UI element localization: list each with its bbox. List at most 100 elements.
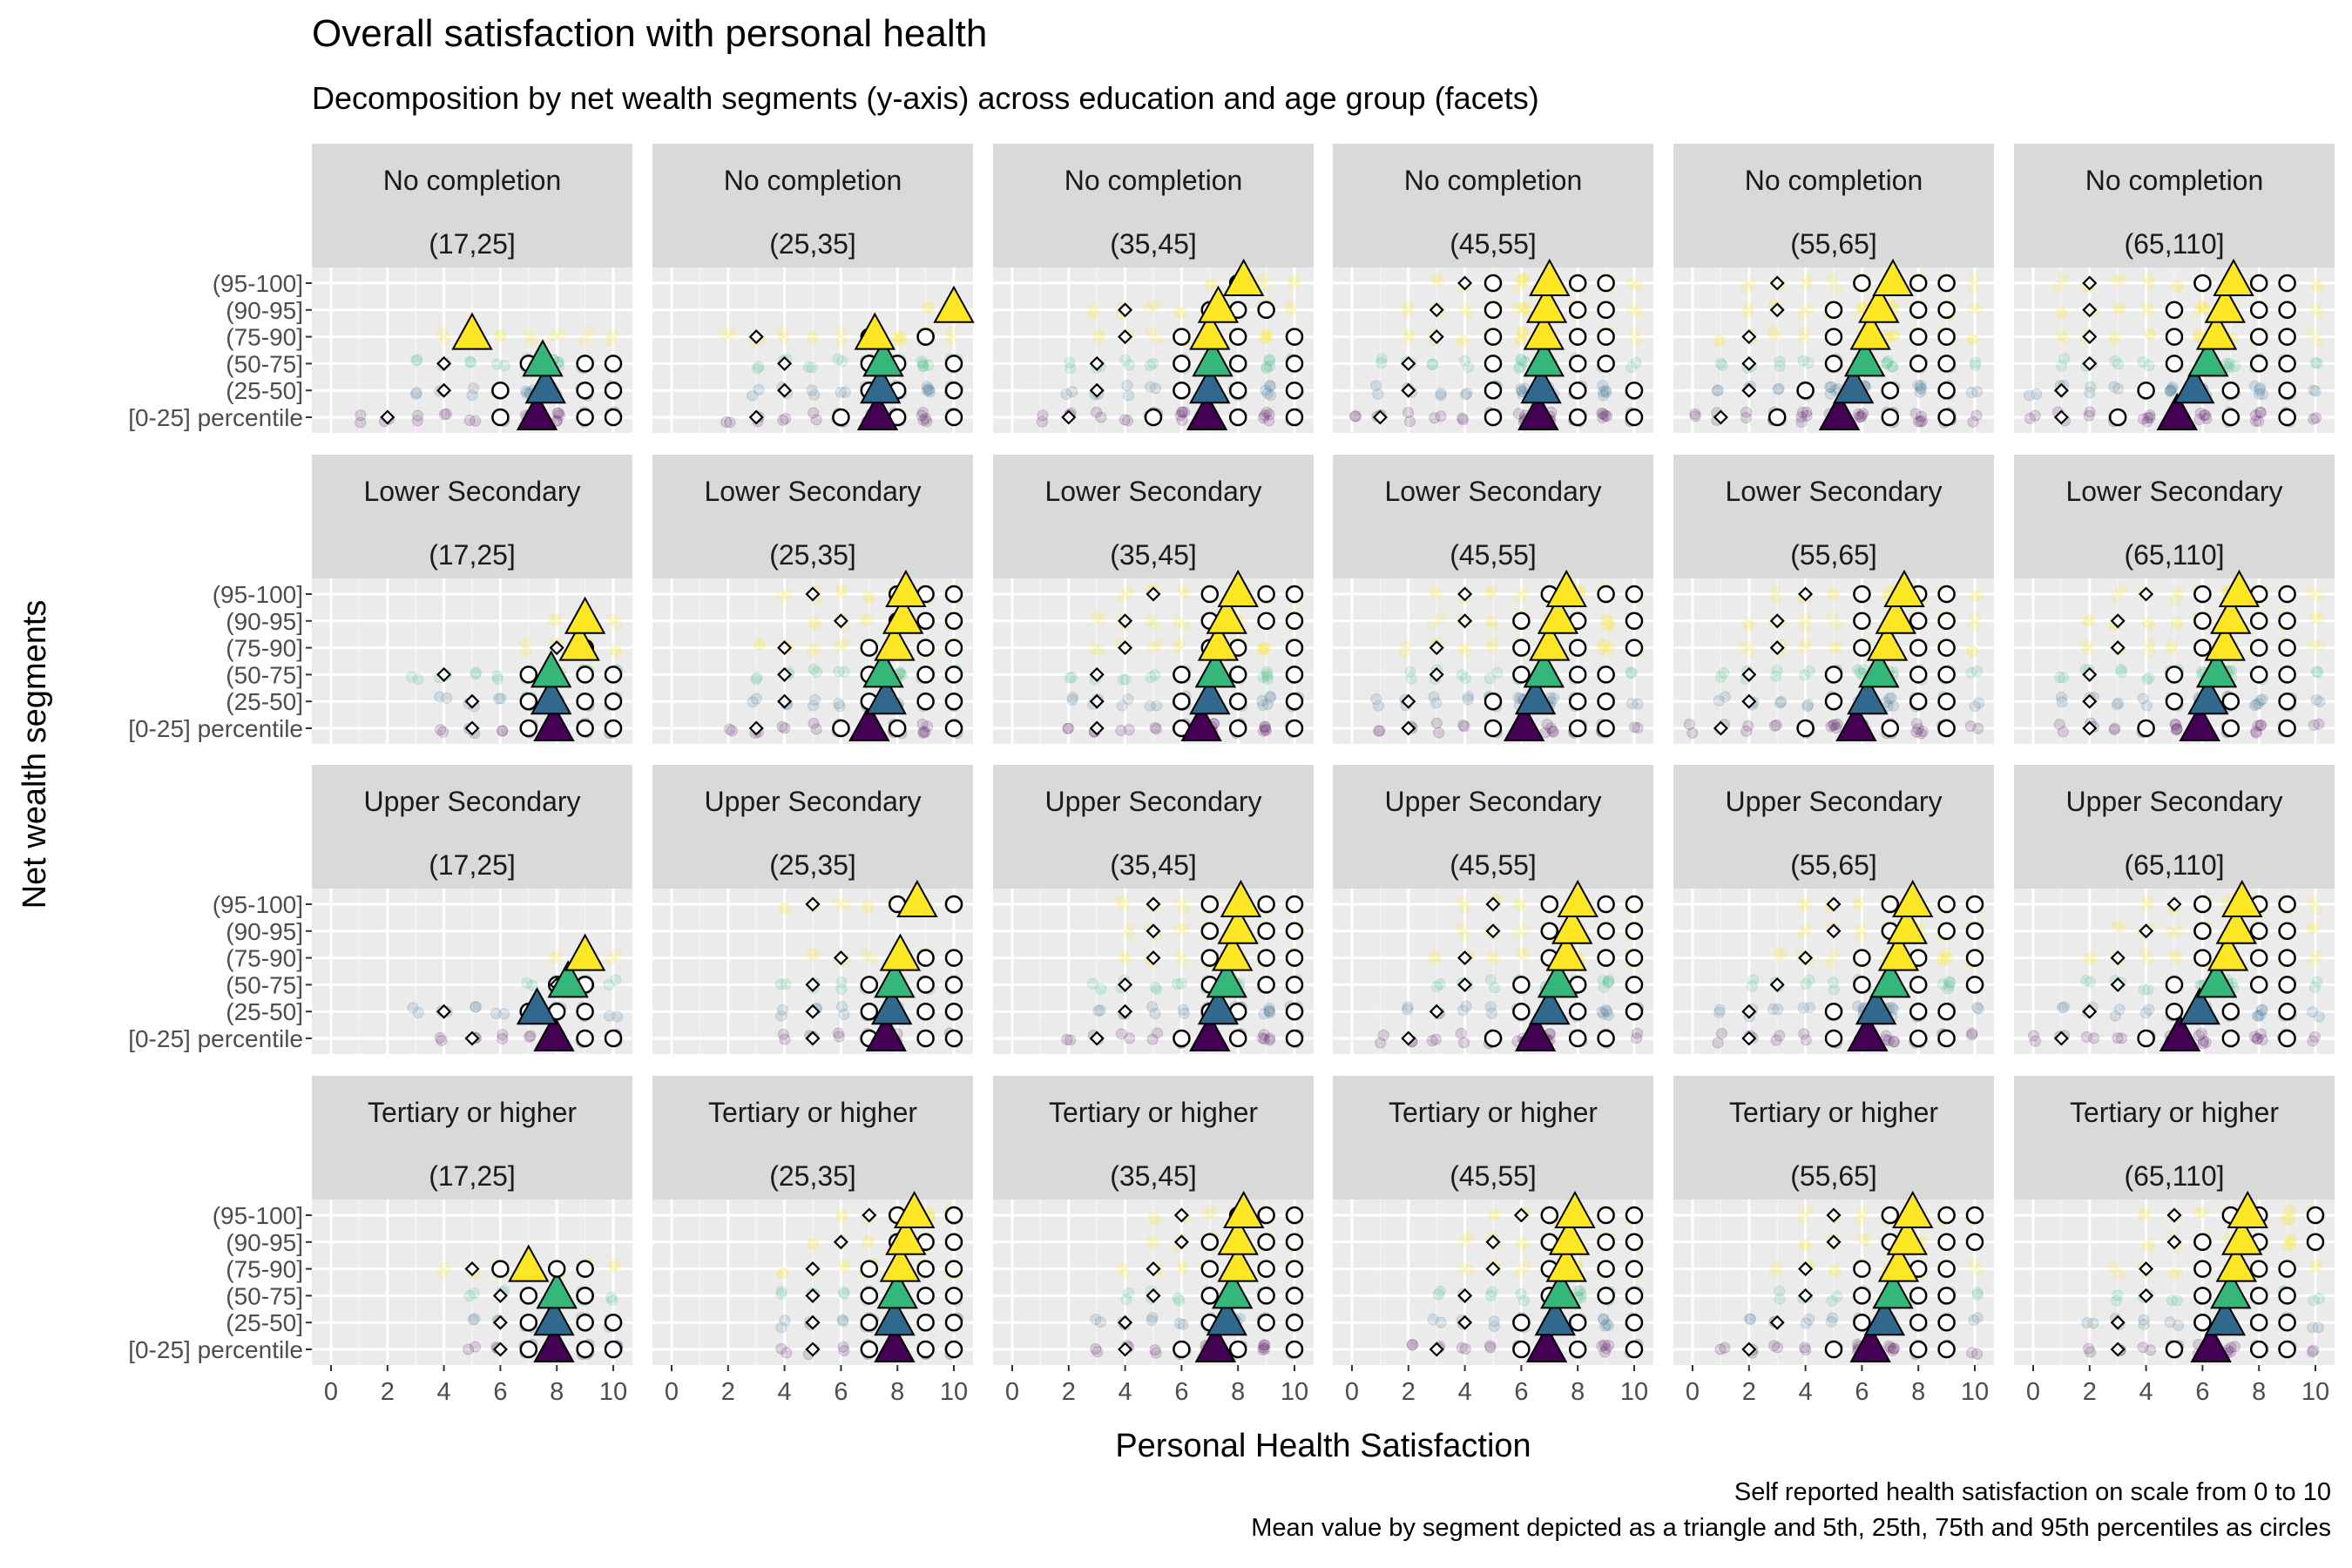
strip-label-education: Lower Secondary bbox=[1044, 476, 1261, 507]
observation-point bbox=[1625, 362, 1638, 374]
observation-point bbox=[1512, 408, 1524, 420]
percentile-circle-p75 bbox=[1909, 639, 1928, 657]
percentile-circle-p25 bbox=[1200, 585, 1220, 604]
percentile-circle-p75 bbox=[1568, 666, 1587, 684]
observation-point bbox=[2254, 388, 2266, 400]
observation-point bbox=[490, 1008, 502, 1020]
observation-point bbox=[2113, 1004, 2126, 1016]
observation-point bbox=[2310, 278, 2322, 290]
observation-point bbox=[1037, 409, 1049, 422]
y-tick-label: (25-50] bbox=[226, 688, 303, 715]
percentile-circle-p75 bbox=[1257, 895, 1275, 914]
observation-point bbox=[1970, 359, 1982, 371]
observation-point bbox=[1435, 389, 1447, 402]
observation-point bbox=[1288, 279, 1300, 291]
percentile-circle-p75 bbox=[1597, 1233, 1615, 1252]
percentile-circle-p75 bbox=[1257, 585, 1275, 604]
observation-point bbox=[1742, 302, 1754, 314]
percentile-circle-p75 bbox=[1257, 1313, 1275, 1332]
observation-point bbox=[355, 409, 367, 422]
observation-point bbox=[412, 673, 424, 686]
facet-panel: No completion(55,65] bbox=[1673, 144, 1994, 433]
observation-point bbox=[776, 1004, 788, 1016]
observation-point bbox=[1428, 584, 1440, 596]
observation-point bbox=[1407, 1339, 1419, 1351]
strip-label-age: (35,45] bbox=[1110, 228, 1197, 260]
percentile-circle-p25 bbox=[2165, 976, 2184, 994]
observation-point bbox=[1747, 974, 1760, 986]
percentile-circle-p75 bbox=[1597, 895, 1615, 914]
percentile-circle-p25 bbox=[2193, 274, 2212, 293]
y-tick-label: (50-75] bbox=[226, 350, 303, 377]
observation-point bbox=[1857, 408, 1869, 420]
percentile-circle-p25 bbox=[2193, 922, 2212, 941]
x-tick-label: 8 bbox=[890, 1378, 904, 1406]
observation-point bbox=[1264, 692, 1276, 704]
percentile-circle-p95 bbox=[1285, 1260, 1304, 1278]
observation-point bbox=[1514, 591, 1526, 604]
percentile-circle-p25 bbox=[2108, 408, 2127, 427]
observation-point bbox=[2252, 720, 2264, 732]
strip-label-education: No completion bbox=[1745, 165, 1923, 196]
observation-point bbox=[1852, 307, 1864, 319]
observation-point bbox=[921, 416, 933, 428]
percentile-circle-p95 bbox=[1937, 639, 1956, 657]
observation-point bbox=[606, 613, 618, 625]
observation-point bbox=[2029, 409, 2041, 422]
observation-point bbox=[2170, 593, 2182, 605]
observation-point bbox=[1144, 359, 1156, 371]
observation-point bbox=[1116, 591, 1128, 603]
observation-point bbox=[923, 386, 936, 398]
observation-point bbox=[1773, 948, 1785, 960]
x-tick-label: 10 bbox=[1961, 1378, 1989, 1406]
observation-point bbox=[1433, 274, 1445, 287]
observation-point bbox=[1770, 1034, 1782, 1046]
observation-point bbox=[524, 1031, 536, 1043]
percentile-circle-p95 bbox=[1597, 274, 1615, 293]
observation-point bbox=[1179, 618, 1191, 631]
percentile-circle-p95 bbox=[1937, 301, 1956, 320]
observation-point bbox=[1799, 1239, 1811, 1251]
percentile-circle-p95 bbox=[944, 1260, 963, 1278]
observation-point bbox=[552, 407, 564, 419]
observation-point bbox=[779, 1315, 791, 1327]
percentile-circle-p75 bbox=[576, 692, 594, 711]
observation-point bbox=[1859, 1234, 1871, 1247]
percentile-diamond-p5 bbox=[777, 382, 793, 398]
observation-point bbox=[1263, 1005, 1275, 1017]
observation-point bbox=[410, 387, 422, 399]
observation-point bbox=[921, 381, 933, 393]
percentile-circle-p75 bbox=[1568, 639, 1587, 657]
observation-point bbox=[2229, 360, 2241, 372]
observation-point bbox=[895, 335, 907, 348]
observation-point bbox=[520, 385, 532, 397]
observation-point bbox=[1596, 1006, 1608, 1018]
y-tick-label: (95-100] bbox=[213, 270, 303, 297]
observation-point bbox=[1122, 693, 1134, 705]
observation-point bbox=[1772, 1342, 1784, 1354]
y-tick-label: (90-95] bbox=[226, 1229, 303, 1256]
facet-strip bbox=[1673, 144, 1994, 267]
observation-point bbox=[1151, 1027, 1163, 1039]
observation-point bbox=[2112, 382, 2124, 395]
observation-point bbox=[2111, 275, 2123, 287]
percentile-circle-p95 bbox=[1937, 1313, 1956, 1332]
facet-panel: Lower Secondary(45,55] bbox=[1333, 455, 1653, 744]
percentile-circle-p75 bbox=[576, 381, 594, 400]
observation-point bbox=[1145, 381, 1157, 393]
observation-point bbox=[1716, 359, 1728, 371]
observation-point bbox=[1517, 326, 1529, 338]
y-tick-label: (50-75] bbox=[226, 971, 303, 998]
observation-point bbox=[2165, 384, 2177, 396]
observation-point bbox=[1518, 272, 1531, 284]
percentile-circle-p75 bbox=[2249, 639, 2268, 657]
percentile-circle-p95 bbox=[1937, 1002, 1956, 1021]
x-tick-label: 6 bbox=[1174, 1378, 1188, 1406]
percentile-circle-p25 bbox=[2193, 612, 2212, 631]
observation-point bbox=[1511, 301, 1524, 314]
observation-point bbox=[2112, 304, 2125, 316]
observation-point bbox=[1091, 406, 1103, 418]
percentile-circle-p95 bbox=[1625, 949, 1644, 967]
mean-triangle bbox=[558, 623, 600, 661]
percentile-circle-p25 bbox=[1512, 666, 1531, 684]
